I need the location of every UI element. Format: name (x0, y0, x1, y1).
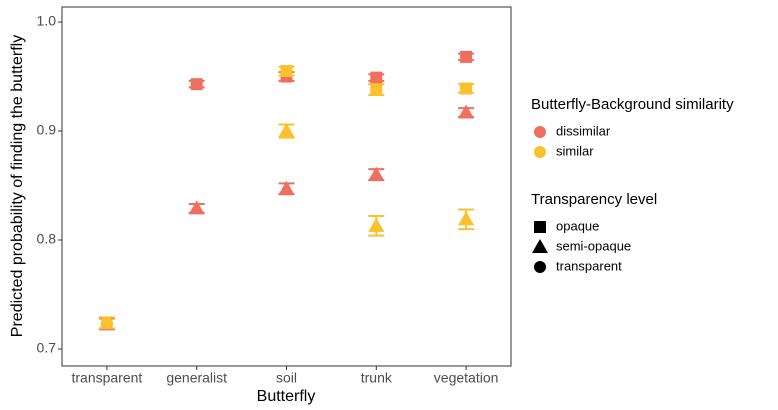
y-tick-label: 1.0 (37, 13, 57, 29)
triangle-marker (368, 217, 385, 232)
triangle-marker (458, 211, 475, 226)
x-tick-label: generalist (166, 370, 227, 386)
x-tick-label: soil (276, 370, 297, 386)
triangle-marker (532, 239, 548, 253)
legend-swatch (534, 146, 546, 158)
circle-marker (534, 261, 546, 273)
triangle-marker (188, 200, 205, 215)
square-marker (370, 83, 383, 96)
legend-title: Butterfly-Background similarity (531, 96, 734, 113)
legend-label: similar (556, 143, 594, 158)
legend-swatch (534, 126, 546, 138)
y-tick-label: 0.7 (37, 340, 57, 356)
x-tick-label: transparent (71, 370, 142, 386)
circle-marker (100, 316, 113, 329)
square-marker (460, 82, 473, 95)
x-tick-label: vegetation (434, 370, 499, 386)
square-marker (460, 50, 473, 63)
square-marker (280, 65, 293, 78)
x-tick-label: trunk (361, 370, 393, 386)
triangle-marker (458, 104, 475, 119)
triangle-marker (278, 180, 295, 195)
legend-label: dissimilar (556, 123, 611, 138)
triangle-marker (278, 123, 295, 138)
square-marker (190, 78, 203, 91)
x-axis-title: Butterfly (257, 388, 316, 405)
legend-label: opaque (556, 218, 599, 233)
triangle-marker (368, 166, 385, 181)
legend-label: semi-opaque (556, 238, 631, 253)
y-tick-label: 0.8 (37, 231, 57, 247)
square-marker (370, 71, 383, 84)
square-marker (534, 221, 546, 233)
legend-title: Transparency level (531, 191, 657, 208)
y-axis-title: Predicted probability of finding the but… (9, 35, 26, 337)
y-tick-label: 0.9 (37, 122, 57, 138)
legend-label: transparent (556, 258, 622, 273)
